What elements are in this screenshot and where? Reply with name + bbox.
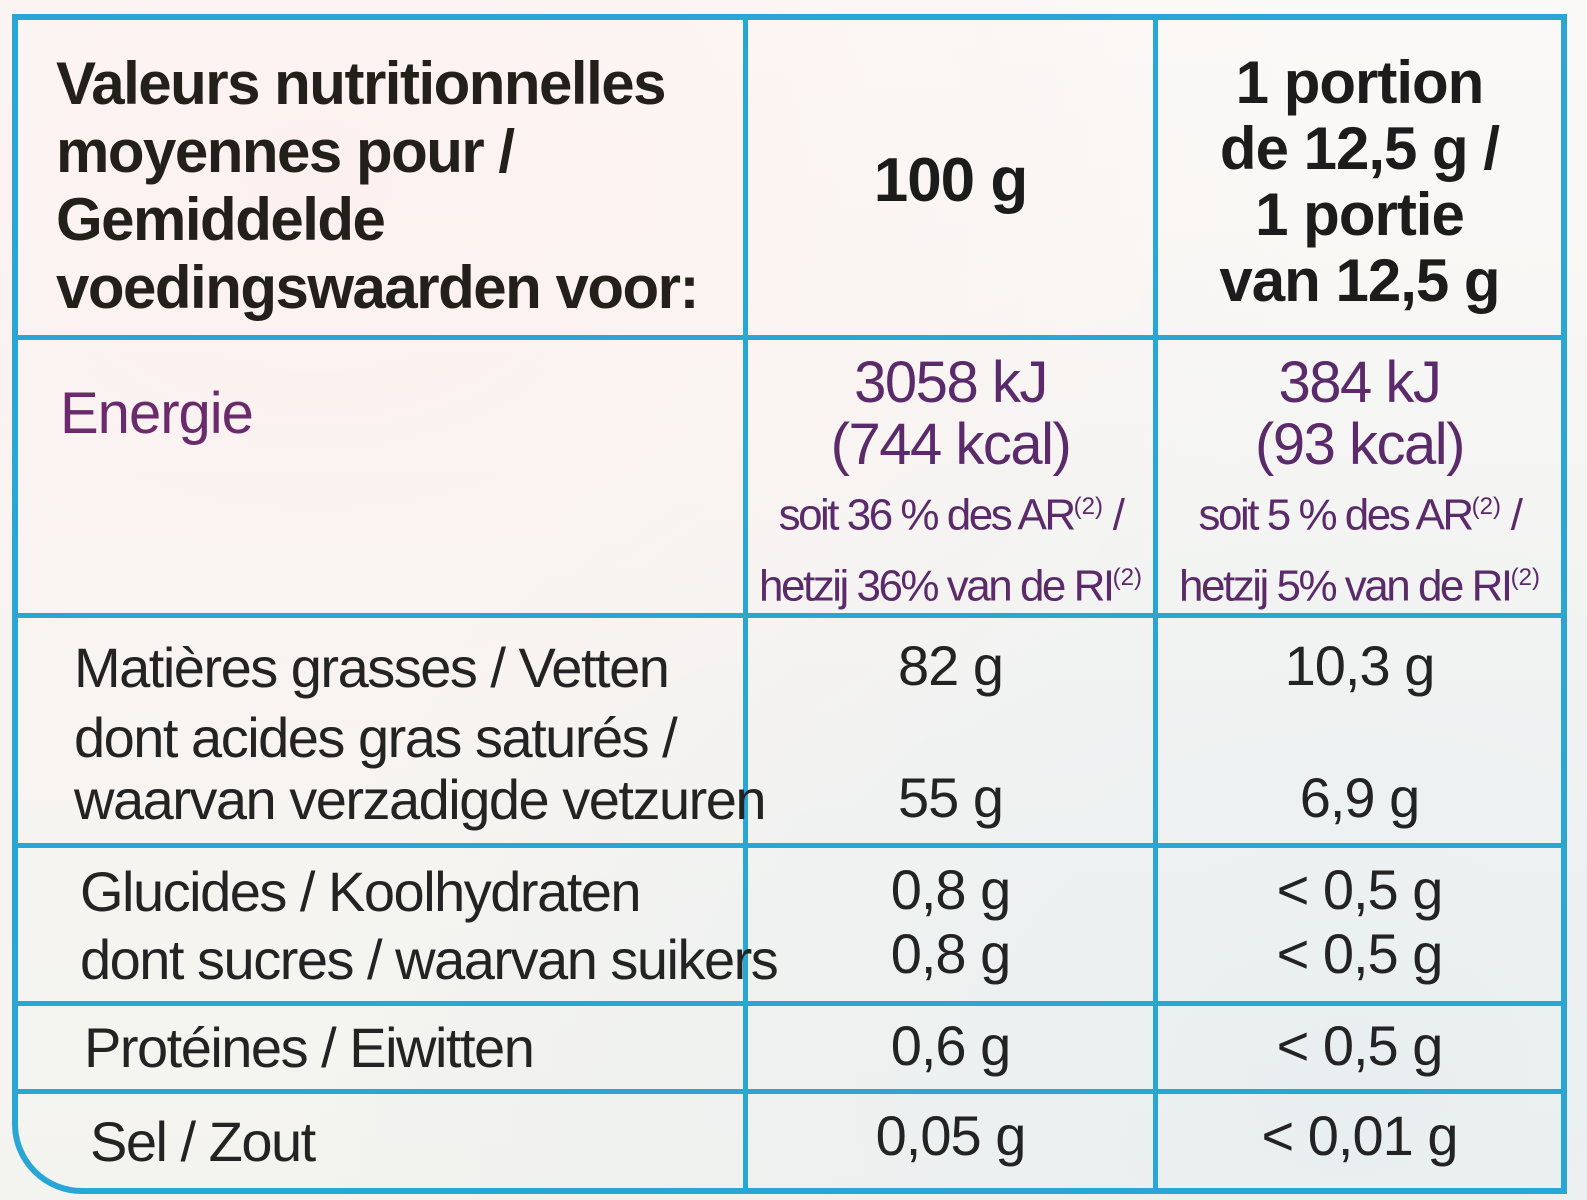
header-label-line: moyennes pour / — [56, 118, 515, 185]
salt-100g-cell: 0,05 g — [748, 1094, 1158, 1188]
footnote-marker: (2) — [1073, 493, 1103, 520]
energy-ar-text: soit 5 % des AR — [1198, 490, 1475, 540]
saturated-portion-value: 6,9 g — [1299, 766, 1421, 829]
energy-portion-value: 384 kJ (93 kcal) soit 5 % des AR(2) / he… — [1158, 352, 1561, 617]
salt-label-cell: Sel / Zout — [18, 1094, 748, 1188]
protein-portion-value: < 0,5 g — [1276, 1014, 1444, 1077]
protein-label-cell: Protéines / Eiwitten — [18, 1006, 748, 1089]
energy-kj: 384 kJ — [1278, 350, 1442, 415]
energy-ar-suffix: / — [1102, 490, 1125, 540]
salt-100g-value: 0,05 g — [875, 1104, 1027, 1167]
carbs-label: Glucides / Koolhydraten — [80, 860, 642, 923]
carbs-row: Glucides / Koolhydraten dont sucres / wa… — [18, 848, 1561, 1006]
saturated-label-line2: waarvan verzadigde vetzuren — [74, 768, 767, 831]
carbs-portion-value: < 0,5 g — [1276, 858, 1444, 921]
carbs-100g-cell: 0,8 g 0,8 g — [748, 848, 1158, 1001]
header-portion-line: de 12,5 g / — [1219, 115, 1500, 182]
energy-100g-value: 3058 kJ (744 kcal) soit 36 % des AR(2) /… — [748, 352, 1153, 617]
salt-portion-cell: < 0,01 g — [1158, 1094, 1561, 1188]
energy-ar-text: soit 36 % des AR — [778, 490, 1077, 540]
fat-100g-cell: 82 g 55 g — [748, 618, 1158, 843]
sugars-portion-value: < 0,5 g — [1276, 922, 1444, 985]
saturated-label-line1: dont acides gras saturés / — [74, 706, 678, 769]
carbs-100g-value: 0,8 g — [890, 858, 1012, 921]
carbs-label-cell: Glucides / Koolhydraten dont sucres / wa… — [18, 848, 779, 1001]
nutrition-table: Valeurs nutritionnelles moyennes pour / … — [12, 14, 1567, 1194]
salt-label: Sel / Zout — [90, 1110, 316, 1173]
fat-portion-value: 10,3 g — [1284, 634, 1436, 697]
energy-kcal: (93 kcal) — [1255, 412, 1465, 477]
footnote-marker: (2) — [1112, 563, 1142, 591]
energy-kj: 3058 kJ — [854, 350, 1048, 415]
sugars-label: dont sucres / waarvan suikers — [80, 928, 779, 991]
energy-ri-nl: hetzij 5% van de RI(2) — [1158, 547, 1561, 618]
footnote-marker: (2) — [1510, 563, 1540, 591]
energy-label-cell: Energie — [18, 340, 748, 613]
energy-ri-text: hetzij 36% van de RI — [759, 561, 1115, 611]
header-100g: 100 g — [873, 146, 1029, 215]
salt-row: Sel / Zout 0,05 g < 0,01 g — [18, 1094, 1561, 1188]
energy-ar-fr: soit 5 % des AR(2) / — [1158, 476, 1561, 547]
header-label-line: voedingswaarden voor: — [56, 254, 699, 321]
header-portion-line: van 12,5 g — [1219, 247, 1500, 314]
energy-ri-text: hetzij 5% van de RI — [1179, 561, 1513, 611]
header-portion: 1 portion de 12,5 g / 1 portie van 12,5 … — [1158, 50, 1561, 314]
header-portion-cell: 1 portion de 12,5 g / 1 portie van 12,5 … — [1158, 20, 1561, 335]
fat-100g-value: 82 g — [898, 634, 1004, 697]
energy-portion-cell: 384 kJ (93 kcal) soit 5 % des AR(2) / he… — [1158, 340, 1561, 613]
energy-ri-nl: hetzij 36% van de RI(2) — [748, 547, 1153, 618]
protein-portion-cell: < 0,5 g — [1158, 1006, 1561, 1089]
fat-label-cell: Matières grasses / Vetten dont acides gr… — [18, 618, 767, 843]
protein-100g-value: 0,6 g — [890, 1014, 1012, 1077]
header-label-line: Gemiddelde — [56, 186, 386, 253]
sugars-100g-value: 0,8 g — [890, 922, 1012, 985]
header-label-cell: Valeurs nutritionnelles moyennes pour / … — [18, 20, 748, 335]
fat-portion-cell: 10,3 g 6,9 g — [1158, 618, 1561, 843]
footnote-marker: (2) — [1471, 493, 1501, 520]
salt-portion-value: < 0,01 g — [1261, 1104, 1459, 1167]
fat-label: Matières grasses / Vetten — [74, 636, 670, 699]
header-100g-cell: 100 g — [748, 20, 1158, 335]
header-row: Valeurs nutritionnelles moyennes pour / … — [18, 20, 1561, 340]
header-portion-line: 1 portion — [1235, 49, 1485, 116]
protein-label: Protéines / Eiwitten — [84, 1016, 535, 1079]
protein-100g-cell: 0,6 g — [748, 1006, 1158, 1089]
saturated-100g-value: 55 g — [898, 766, 1004, 829]
carbs-portion-cell: < 0,5 g < 0,5 g — [1158, 848, 1561, 1001]
energy-ar-suffix: / — [1501, 490, 1523, 540]
energy-100g-cell: 3058 kJ (744 kcal) soit 36 % des AR(2) /… — [748, 340, 1158, 613]
header-portion-line: 1 portie — [1255, 181, 1465, 248]
header-label-line: Valeurs nutritionnelles — [56, 50, 667, 117]
fat-row: Matières grasses / Vetten dont acides gr… — [18, 618, 1561, 848]
energy-row: Energie 3058 kJ (744 kcal) soit 36 % des… — [18, 340, 1561, 618]
header-label: Valeurs nutritionnelles moyennes pour / … — [56, 50, 699, 322]
energy-label: Energie — [60, 381, 254, 446]
protein-row: Protéines / Eiwitten 0,6 g < 0,5 g — [18, 1006, 1561, 1094]
energy-kcal: (744 kcal) — [830, 412, 1072, 477]
energy-ar-fr: soit 36 % des AR(2) / — [748, 476, 1153, 547]
